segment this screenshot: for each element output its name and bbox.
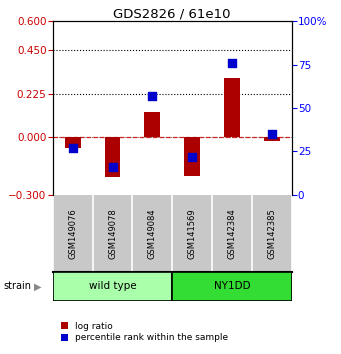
- Bar: [264, 137, 280, 141]
- Text: GSM142385: GSM142385: [267, 208, 276, 259]
- Bar: [65, 137, 81, 148]
- Text: GSM149084: GSM149084: [148, 208, 157, 259]
- Point: [269, 131, 275, 137]
- Point: [189, 154, 195, 160]
- Point: [150, 93, 155, 99]
- Text: strain: strain: [3, 281, 31, 291]
- Point: [70, 145, 75, 151]
- Bar: [224, 78, 240, 137]
- Text: GSM149076: GSM149076: [68, 208, 77, 259]
- Text: ▶: ▶: [34, 281, 42, 291]
- Title: GDS2826 / 61e10: GDS2826 / 61e10: [114, 7, 231, 20]
- Text: GSM141569: GSM141569: [188, 208, 197, 259]
- Text: GSM142384: GSM142384: [227, 208, 236, 259]
- Legend: log ratio, percentile rank within the sample: log ratio, percentile rank within the sa…: [57, 318, 232, 346]
- Text: NY1DD: NY1DD: [213, 281, 250, 291]
- Text: GSM149078: GSM149078: [108, 208, 117, 259]
- Bar: [184, 137, 200, 176]
- Point: [110, 164, 115, 170]
- Point: [229, 60, 235, 66]
- Text: wild type: wild type: [89, 281, 136, 291]
- Bar: [105, 137, 120, 177]
- Bar: [144, 112, 160, 137]
- Bar: [53, 272, 172, 301]
- Bar: [172, 272, 292, 301]
